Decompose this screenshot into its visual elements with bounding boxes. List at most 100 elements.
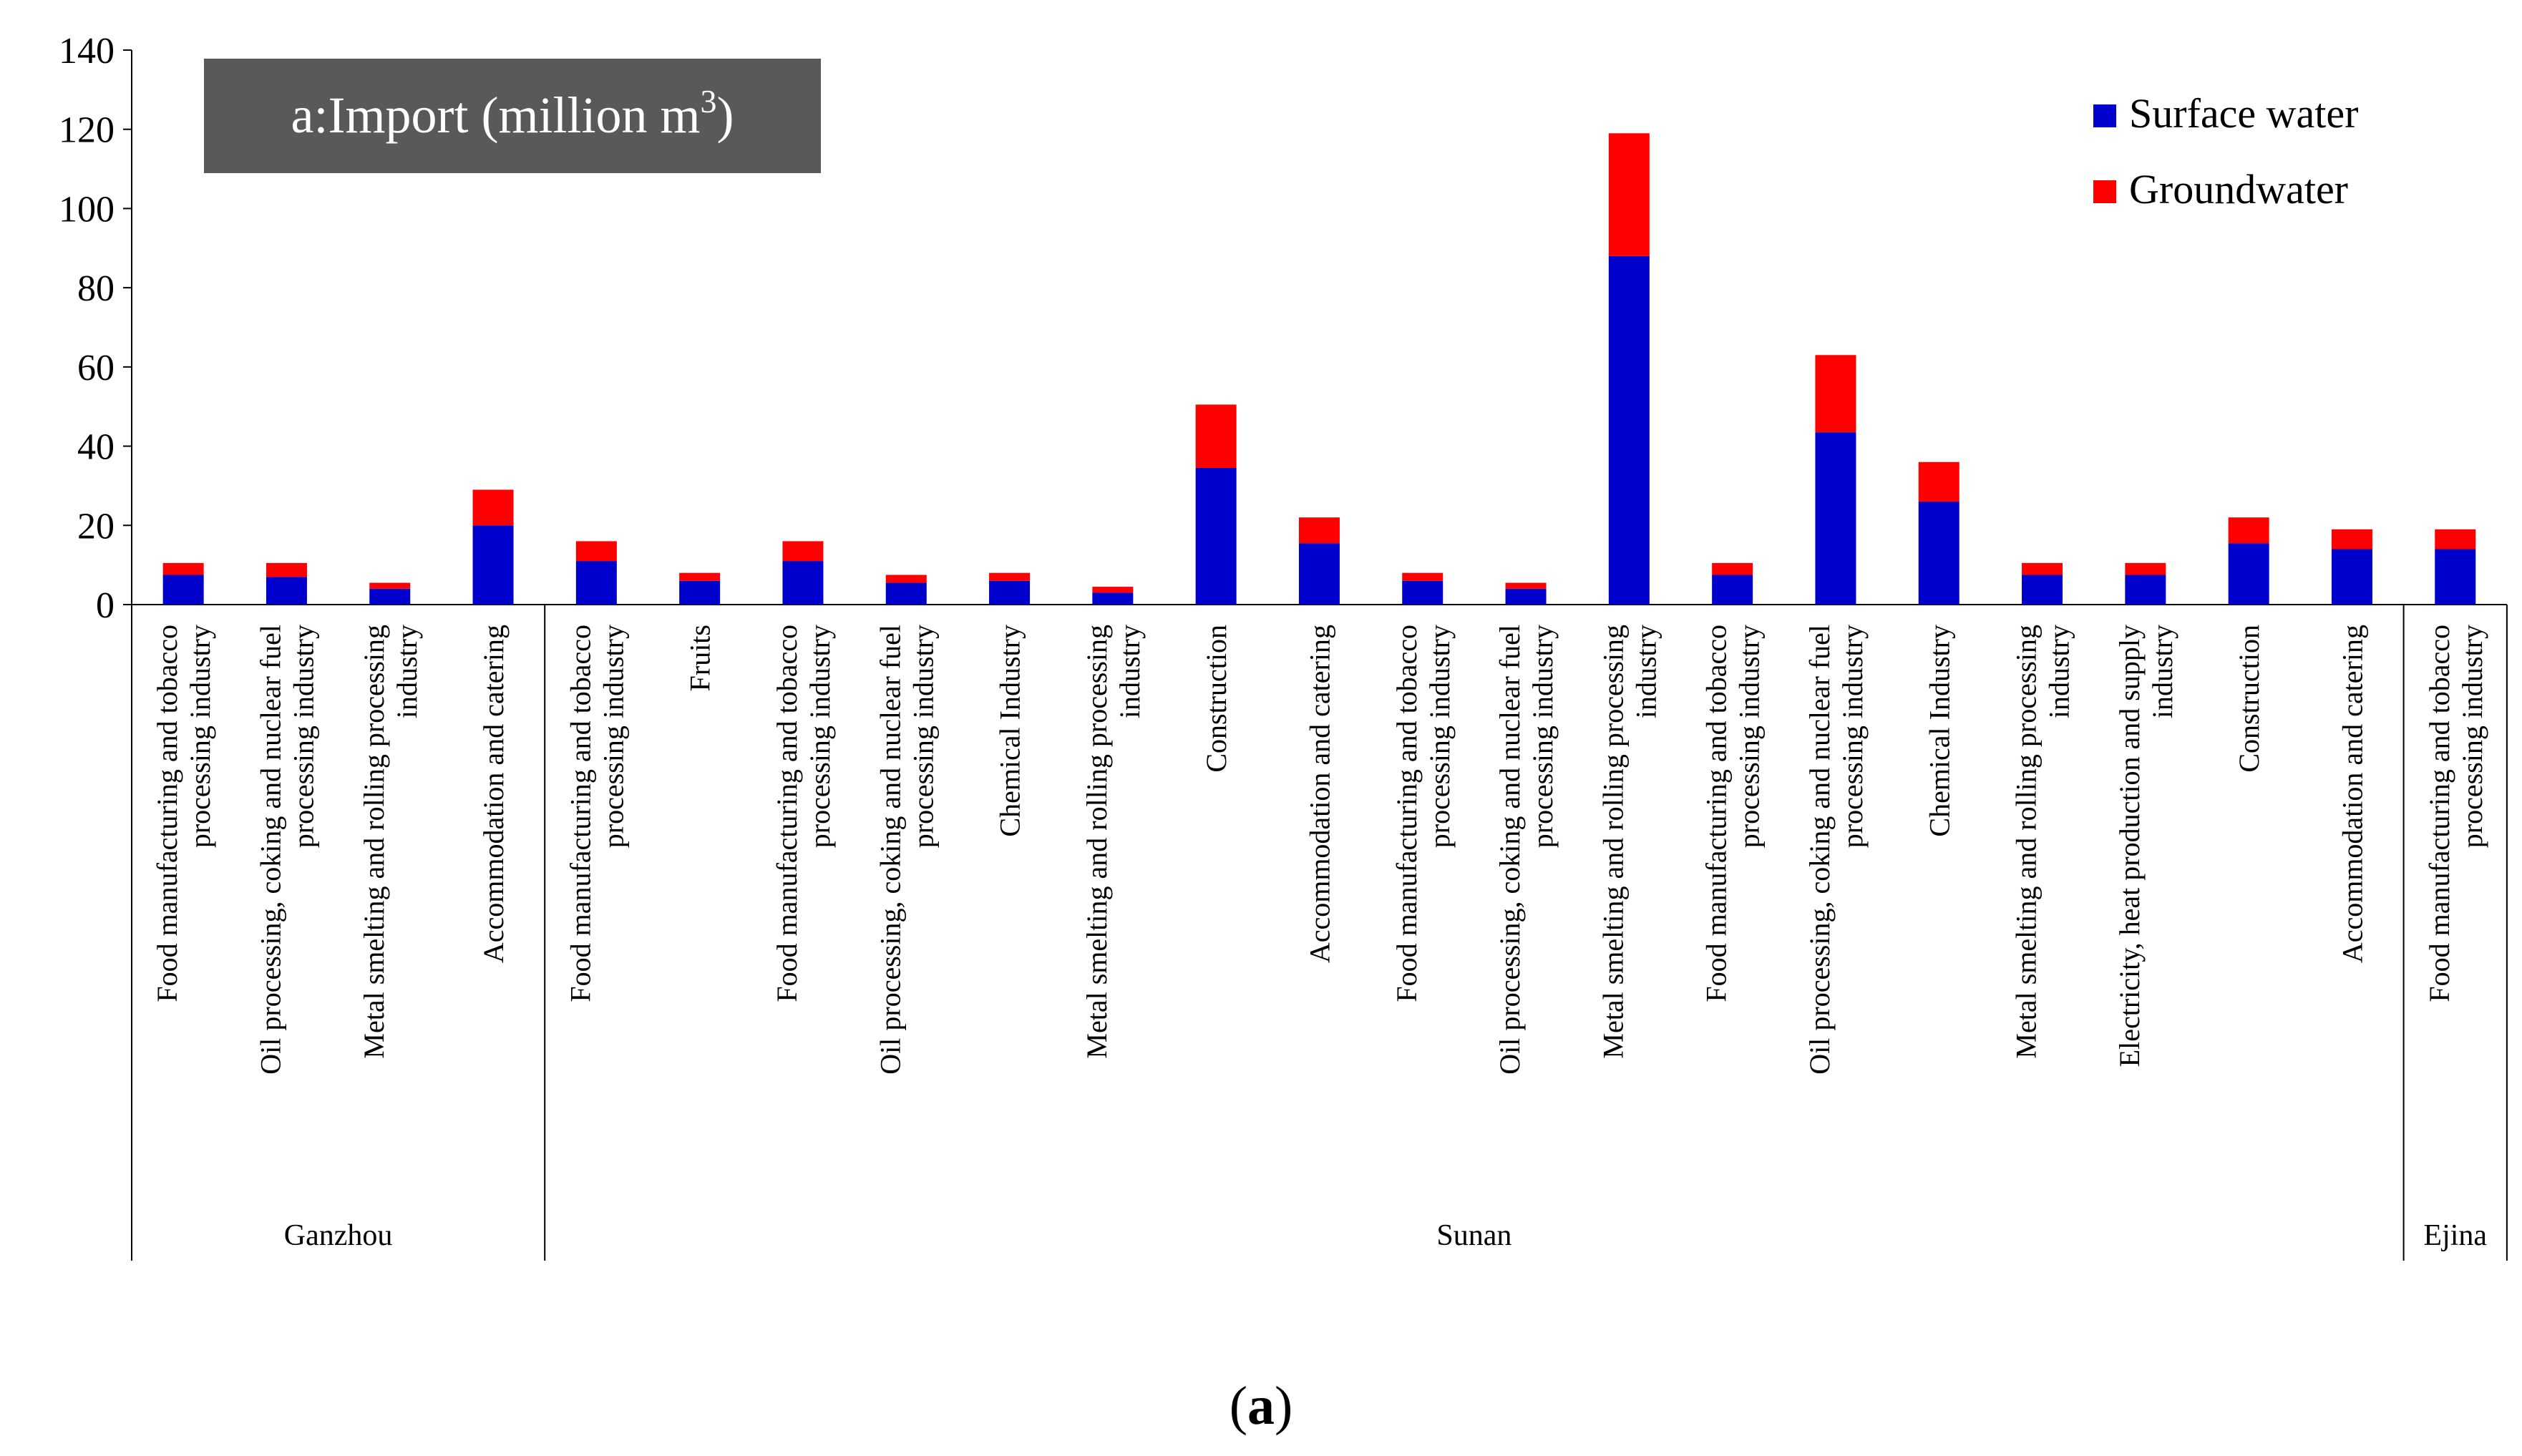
x-tick-label: Metal smelting and rolling processing ind… bbox=[358, 625, 423, 1059]
x-tick-label: Accommodation and catering bbox=[1303, 625, 1335, 963]
x-tick-label-line: processing industry bbox=[597, 625, 629, 848]
bar-groundwater bbox=[1918, 461, 1959, 502]
x-tick-label-line: Metal smelting and rolling processing bbox=[1597, 625, 1629, 1059]
bar-surface-water bbox=[1195, 468, 1237, 605]
group-label: Ganzhou bbox=[284, 1219, 393, 1252]
bar-groundwater bbox=[1712, 562, 1753, 575]
y-tick-label: 120 bbox=[59, 110, 115, 151]
x-tick-label-line: industry bbox=[391, 625, 423, 718]
x-tick-label-line: processing industry bbox=[1733, 625, 1766, 848]
bar-groundwater bbox=[1402, 572, 1443, 581]
x-tick-label: Metal smelting and rolling processing ind… bbox=[2010, 625, 2075, 1059]
x-tick-label-line: Oil processing, coking and nuclear fuel bbox=[254, 625, 286, 1075]
bar-groundwater bbox=[885, 575, 927, 583]
x-tick-label-line: Oil processing, coking and nuclear fuel bbox=[1494, 625, 1526, 1075]
bar-groundwater bbox=[1092, 587, 1134, 593]
x-tick-label-line: Oil processing, coking and nuclear fuel bbox=[1803, 625, 1836, 1075]
y-tick-label: 20 bbox=[77, 506, 115, 547]
y-tick-label: 100 bbox=[59, 189, 115, 230]
x-tick-label-line: Oil processing, coking and nuclear fuel bbox=[874, 625, 906, 1075]
x-tick-label: Food manufacturing and tobacco processing… bbox=[564, 625, 629, 1002]
x-tick-label-line: Accommodation and catering bbox=[477, 625, 510, 963]
bar-groundwater bbox=[2228, 517, 2269, 544]
x-tick-label: Food manufacturing and tobacco processing… bbox=[1700, 625, 1766, 1002]
x-tick-label-line: Accommodation and catering bbox=[2336, 625, 2368, 963]
x-tick-label: Oil processing, coking and nuclear fuel p… bbox=[1494, 625, 1559, 1075]
bar-surface-water bbox=[1712, 575, 1753, 605]
x-tick-label-line: processing industry bbox=[1423, 625, 1456, 848]
bar-surface-water bbox=[1505, 588, 1547, 605]
x-tick-label: Oil processing, coking and nuclear fuel p… bbox=[874, 625, 939, 1075]
x-tick-label-line: Chemical Industry bbox=[994, 625, 1026, 837]
bar-groundwater bbox=[2125, 562, 2166, 575]
x-tick-label-line: industry bbox=[1630, 625, 1662, 718]
legend-swatch-ground bbox=[2093, 180, 2116, 203]
x-tick-label: Accommodation and catering bbox=[477, 625, 510, 963]
x-tick-label-line: industry bbox=[2043, 625, 2075, 718]
bar-surface-water bbox=[2125, 575, 2166, 605]
bar-groundwater bbox=[2331, 529, 2372, 549]
bar-groundwater bbox=[2435, 529, 2476, 549]
legend: Surface water Groundwater bbox=[2093, 90, 2358, 212]
bar-surface-water bbox=[1298, 543, 1340, 605]
title-box bbox=[204, 59, 821, 173]
title-text: a:Import (million m3) bbox=[291, 83, 734, 144]
bar-groundwater bbox=[1815, 355, 1856, 433]
x-tick-label: Fruits bbox=[684, 625, 716, 691]
bar-surface-water bbox=[2228, 543, 2269, 605]
bar-surface-water bbox=[1092, 592, 1134, 605]
bar-surface-water bbox=[885, 582, 927, 605]
x-tick-label-line: processing industry bbox=[907, 625, 939, 848]
y-tick-label: 140 bbox=[59, 31, 115, 72]
x-tick-label-line: processing industry bbox=[804, 625, 836, 848]
bar-groundwater bbox=[472, 489, 514, 526]
x-tick-label-line: Construction bbox=[1200, 625, 1232, 773]
bar-surface-water bbox=[679, 580, 721, 605]
x-tick-label-line: Food manufacturing and tobacco bbox=[564, 625, 596, 1002]
bar-groundwater bbox=[266, 562, 307, 577]
x-tick-label: Oil processing, coking and nuclear fuel p… bbox=[1803, 625, 1869, 1075]
bar-surface-water bbox=[162, 575, 204, 605]
bar-groundwater bbox=[162, 562, 204, 575]
x-tick-label-line: Electricity, heat production and supply bbox=[2113, 625, 2146, 1067]
bar-groundwater bbox=[575, 541, 617, 562]
y-tick-label: 0 bbox=[96, 585, 115, 626]
x-tick-label: Construction bbox=[2233, 625, 2265, 773]
bar-surface-water bbox=[266, 577, 307, 605]
chart-title: a:Import (million m3) bbox=[204, 59, 821, 173]
x-tick-label: Construction bbox=[1200, 625, 1232, 773]
x-tick-label: Food manufacturing and tobacco processing… bbox=[1391, 625, 1456, 1002]
x-tick-label: Electricity, heat production and supply i… bbox=[2113, 625, 2178, 1067]
bar-surface-water bbox=[2331, 549, 2372, 605]
x-tick-label-line: Food manufacturing and tobacco bbox=[1391, 625, 1423, 1002]
bar-surface-water bbox=[575, 561, 617, 605]
bar-surface-water bbox=[1815, 432, 1856, 605]
figure-caption: (a) bbox=[1230, 1376, 1293, 1436]
x-tick-label-line: Accommodation and catering bbox=[1303, 625, 1335, 963]
x-tick-label-line: processing industry bbox=[2456, 625, 2488, 848]
legend-label-surface: Surface water bbox=[2129, 90, 2358, 137]
x-tick-label-line: processing industry bbox=[1836, 625, 1869, 848]
x-tick-label: Accommodation and catering bbox=[2336, 625, 2368, 963]
bar-surface-water bbox=[2435, 549, 2476, 605]
bar-groundwater bbox=[782, 541, 824, 562]
x-tick-label-line: Fruits bbox=[684, 625, 716, 691]
x-tick-label: Food manufacturing and tobacco processing… bbox=[771, 625, 836, 1002]
x-tick-label-line: Metal smelting and rolling processing bbox=[1081, 625, 1113, 1059]
legend-swatch-surface bbox=[2093, 104, 2116, 127]
x-tick-label-line: industry bbox=[1114, 625, 1146, 718]
x-tick-label-line: processing industry bbox=[287, 625, 319, 848]
x-tick-label-line: Food manufacturing and tobacco bbox=[771, 625, 803, 1002]
x-tick-label-line: Metal smelting and rolling processing bbox=[358, 625, 390, 1059]
x-tick-label-line: processing industry bbox=[1527, 625, 1559, 848]
x-tick-label-line: processing industry bbox=[184, 625, 216, 848]
legend-label-ground: Groundwater bbox=[2129, 166, 2348, 212]
bar-surface-water bbox=[782, 561, 824, 605]
bar-groundwater bbox=[1608, 133, 1650, 256]
x-tick-label-line: Food manufacturing and tobacco bbox=[2423, 625, 2455, 1002]
bar-groundwater bbox=[989, 572, 1031, 581]
y-tick-label: 40 bbox=[77, 427, 115, 468]
bar-groundwater bbox=[2022, 562, 2063, 575]
y-tick-label: 80 bbox=[77, 268, 115, 309]
